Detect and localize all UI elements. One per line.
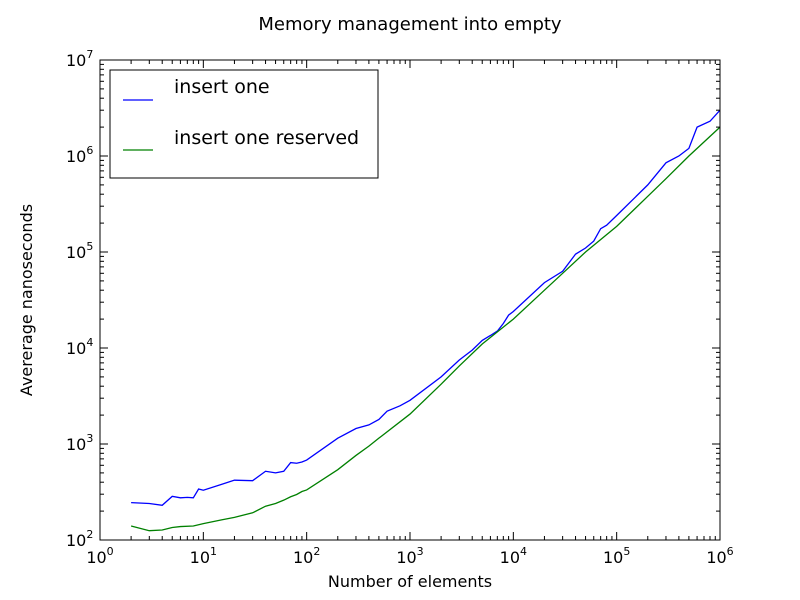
series-line-insert-one-reserved	[130, 126, 721, 532]
y-tick-label: 103	[66, 432, 93, 454]
x-tick-label: 101	[190, 545, 217, 567]
y-tick-label: 104	[66, 336, 93, 358]
legend: insert one insert one reserved	[109, 69, 379, 179]
x-tick-label: 106	[706, 545, 733, 567]
legend-label-insert-one: insert one	[174, 76, 270, 98]
y-tick-label: 107	[66, 48, 93, 70]
legend-label-insert-one-reserved: insert one reserved	[174, 127, 359, 149]
y-tick-label: 102	[66, 528, 93, 550]
x-tick-label: 103	[396, 545, 423, 567]
x-axis-label: Number of elements	[328, 572, 492, 591]
chart-title: Memory management into empty	[258, 14, 562, 35]
x-tick-label: 102	[293, 545, 320, 567]
series-layer	[130, 109, 721, 532]
y-tick-label: 106	[66, 144, 93, 166]
y-tick-label: 105	[66, 240, 93, 262]
ticks-layer: 100 101 102 103 104 105 106 102 103 104 105 106 107	[66, 48, 734, 567]
series-line-insert-one	[131, 109, 721, 506]
x-tick-label: 105	[603, 545, 630, 567]
legend-box	[109, 69, 379, 179]
x-tick-label: 100	[86, 545, 113, 567]
y-axis-label: Avererage nanoseconds	[17, 204, 36, 396]
x-tick-label: 104	[500, 545, 527, 567]
